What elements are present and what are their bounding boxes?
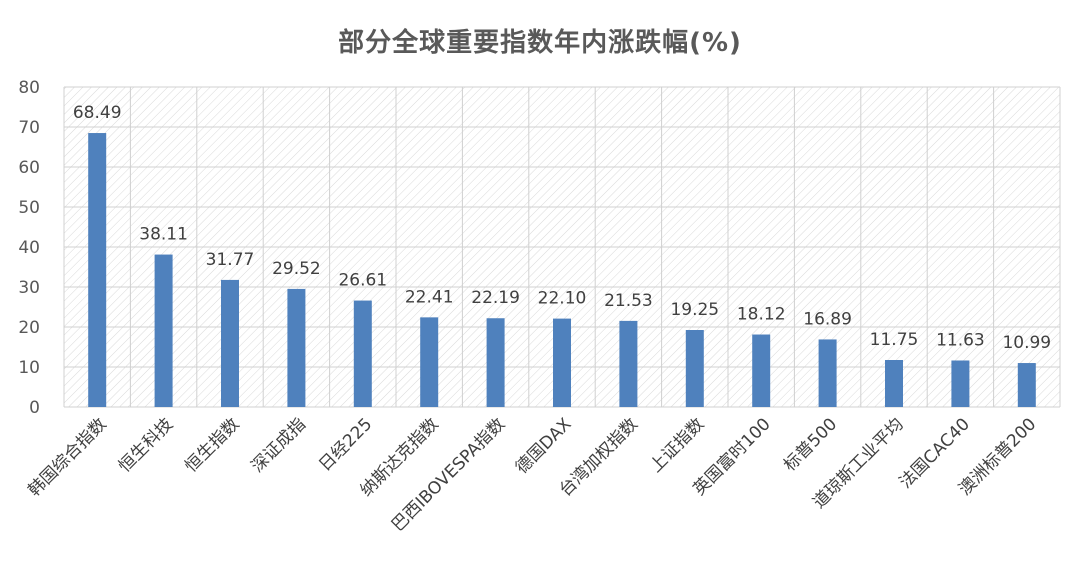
x-tick-label: 恒生指数 [181,414,243,476]
x-tick-label: 德国DAX [512,414,576,478]
data-label: 19.25 [670,300,719,320]
data-label: 38.11 [139,225,188,245]
bar [818,339,837,407]
y-tick-label: 50 [18,198,40,218]
x-tick-label: 标普500 [780,414,841,475]
y-tick-label: 30 [18,278,40,298]
bar [88,133,107,408]
data-label: 11.75 [870,330,919,350]
data-label: 18.12 [737,305,786,325]
bar [619,320,638,407]
data-label: 22.10 [538,289,587,309]
x-tick-label: 巴西IBOVESPA指数 [388,414,509,535]
bar [951,360,970,407]
y-tick-label: 10 [18,358,40,378]
x-tick-label: 恒生科技 [115,414,177,476]
bar [287,288,306,407]
bar [685,330,704,407]
bar [553,318,571,407]
bar [154,254,173,407]
data-label: 11.63 [936,330,985,350]
y-tick-label: 40 [18,238,40,258]
x-tick-label: 上证指数 [646,414,708,476]
x-tick-label: 日经225 [315,414,376,475]
y-tick-label: 20 [18,318,40,338]
bar [486,318,505,407]
bar [885,360,903,407]
x-tick-label: 韩国综合指数 [24,414,110,500]
data-label: 22.19 [471,288,520,308]
data-label: 21.53 [604,291,653,311]
y-tick-label: 80 [18,78,40,98]
bar [752,334,771,407]
data-label: 31.77 [206,250,255,270]
bar [353,300,372,407]
bar [221,279,239,407]
data-label: 10.99 [1002,333,1051,353]
bar [420,317,439,407]
data-label: 26.61 [338,271,387,291]
y-tick-label: 60 [18,158,40,178]
y-tick-label: 70 [18,118,40,138]
data-label: 29.52 [272,259,321,279]
data-label: 22.41 [405,287,454,307]
bar [1017,363,1036,407]
chart-title: 部分全球重要指数年内涨跌幅(%) [338,28,742,58]
data-label: 68.49 [73,103,122,123]
data-label: 16.89 [803,309,852,329]
x-tick-label: 深证成指 [248,414,310,476]
y-tick-label: 0 [29,398,40,418]
